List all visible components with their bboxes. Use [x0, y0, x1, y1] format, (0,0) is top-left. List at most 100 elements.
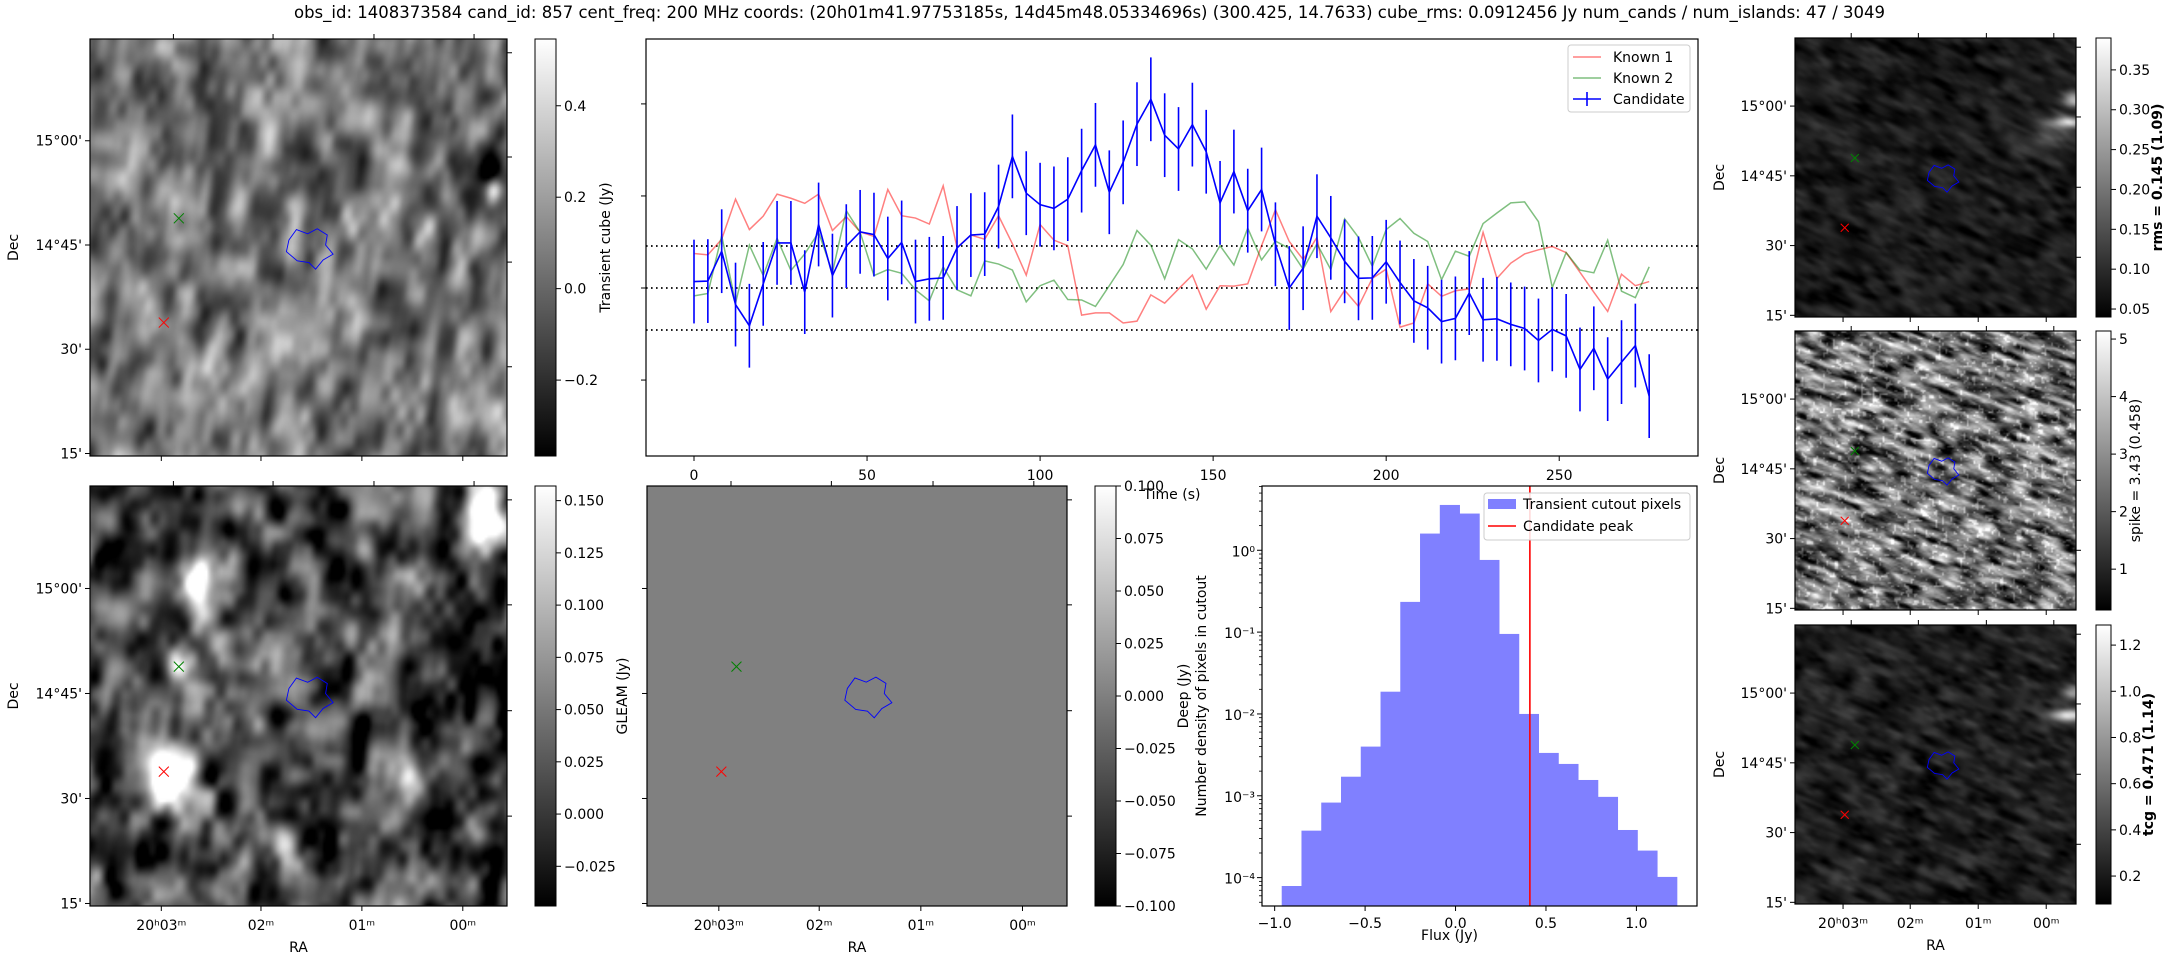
colorbar-tick-label: 0.10 [2119, 262, 2150, 278]
candidate-contour [285, 228, 334, 270]
transient-cube-image [90, 39, 507, 456]
dec-tick-label: 14°45' [1741, 756, 1787, 772]
legend-label: Transient cutout pixels [1522, 497, 1681, 513]
x-tick-label: 250 [1546, 468, 1573, 484]
dec-tick-label: 15°00' [1741, 99, 1787, 115]
gleam-image-frame [646, 485, 1068, 907]
spike-image-colorbar: 5 4 3 2 1 spike = 3.43 (0.458) [2095, 330, 2144, 611]
marker-stroke [1840, 223, 1850, 233]
colorbar-tick-label: 0.25 [2119, 143, 2150, 159]
colorbar-tick-label: −0.025 [1124, 742, 1176, 758]
colorbar-tick-label: 0.6 [2119, 777, 2141, 793]
legend-label: Candidate peak [1523, 519, 1634, 535]
tcg-image-axes: 15°00' 14°45' 30' 15' 20ʰ03ᵐ 02ᵐ 01ᵐ 00ᵐ RA Dec 1.… [1712, 620, 2157, 954]
marker-stroke [158, 766, 170, 777]
legend-frame [1567, 44, 1691, 113]
histogram-bar [1281, 885, 1302, 906]
colorbar-tick-label: 0.025 [564, 755, 604, 771]
colorbar-tick-label: 0.05 [2119, 302, 2150, 318]
histogram-bar [1617, 829, 1638, 906]
candidate-line [693, 97, 1650, 397]
marker-stroke [1840, 516, 1850, 526]
histogram-bar [1657, 876, 1678, 906]
colorbar-tick-label: 3 [2119, 447, 2128, 463]
dec-axis-label: Dec [1712, 751, 1728, 778]
light-curve-plot: 0 50 100 150 200 250 Time (s) Known 1 Known 2 Can… [641, 38, 1699, 503]
dec-tick-label: 15°00' [1741, 392, 1787, 408]
colorbar-tick-label: 5 [2119, 332, 2128, 348]
x-axis-label: Time (s) [1143, 487, 1201, 503]
histogram-bar [1459, 513, 1480, 906]
y-axis-label: Number density of pixels in cutout [1194, 575, 1210, 817]
deep-image-colorbar: 0.150 0.125 0.100 0.075 0.050 0.025 0.000 −0.02… [534, 485, 1192, 907]
tcg-image [1795, 625, 2076, 904]
dec-axis-label: Dec [6, 682, 22, 709]
colorbar-scale [2095, 330, 2112, 611]
colorbar-tick-label: 0.150 [564, 494, 604, 510]
colorbar-tick-label: 0.000 [1124, 689, 1164, 705]
colorbar-tick-label: 1.0 [2119, 684, 2141, 700]
known1-marker-icon [1840, 810, 1850, 820]
histogram-bar [1479, 559, 1500, 906]
ra-tick-label: 02ᵐ [806, 918, 833, 934]
ra-tick-label: 02ᵐ [248, 918, 275, 934]
dec-tick-label: 30' [60, 791, 82, 807]
ra-tick-label: 20ʰ03ᵐ [694, 918, 744, 934]
dec-tick-label: 30' [60, 342, 82, 358]
colorbar-tick-label: 0.000 [564, 807, 604, 823]
legend-label: Candidate [1613, 92, 1685, 108]
transient-cube-image-colorbar: 0.4 0.2 0.0 −0.2 Transient cube (Jy) [534, 38, 614, 457]
x-tick-label: −1.0 [1258, 916, 1292, 932]
spike-image [1795, 331, 2076, 610]
candidate-contour [1926, 164, 1960, 193]
y-tick-label: 10⁻¹ [1224, 626, 1255, 642]
marker-stroke [1840, 810, 1850, 820]
marker-stroke [1850, 740, 1860, 750]
colorbar-tick-label: 0.100 [564, 598, 604, 614]
dec-tick-label: 15' [60, 446, 82, 462]
colorbar-tick-label: −0.025 [564, 859, 616, 875]
colorbar-tick-label: 0.15 [2119, 222, 2150, 238]
known2-marker-icon [173, 212, 185, 224]
colorbar-tick-label: 0.0 [564, 282, 586, 298]
deep-image [90, 486, 507, 906]
colorbar-tick-label: −0.050 [1124, 794, 1176, 810]
x-tick-label: 50 [858, 468, 876, 484]
dec-axis-label: Dec [6, 234, 22, 261]
legend-label: Known 2 [1613, 71, 1673, 87]
x-axis-label: Flux (Jy) [1421, 928, 1478, 944]
tcg-image-colorbar: 1.2 1.0 0.8 0.6 0.4 0.2 tcg = 0.471 (1.14) [2095, 624, 2157, 905]
colorbar-label: tcg = 0.471 (1.14) [2141, 693, 2157, 836]
marker-stroke [158, 317, 170, 328]
dec-tick-label: 15' [1765, 601, 1787, 617]
histogram-bar [1360, 746, 1381, 906]
transient-cube-image-axes: 15°00' 14°45' 30' 15' Dec 0.4 0.2 0.0 −0.2 Transi… [6, 34, 614, 462]
known1-marker-icon [1840, 223, 1850, 233]
colorbar-scale [534, 38, 557, 457]
colorbar-tick-label: 0.35 [2119, 63, 2150, 79]
known1-line [693, 183, 1650, 329]
histogram-plot: −1.0 −0.5 0.0 0.5 1.0 10⁰ 10⁻¹ 10⁻² 10⁻³ 10⁻⁴ Flux… [1194, 485, 1698, 944]
histogram-legend: Transient cutout pixels Candidate peak [1483, 492, 1691, 541]
colorbar-label: rms = 0.145 (1.09) [2150, 104, 2166, 252]
ra-axis-label: RA [1926, 938, 1945, 954]
candidate-contour [1926, 457, 1960, 486]
histogram-bar [1321, 802, 1342, 906]
colorbar-tick-label: 0.4 [564, 99, 586, 115]
colorbar-tick-label: 0.20 [2119, 182, 2150, 198]
light-curve-background [646, 39, 1698, 456]
colorbar-tick-label: 0.100 [1124, 479, 1164, 495]
ra-tick-label: 00ᵐ [2033, 916, 2060, 932]
histogram-bar [1420, 533, 1441, 906]
ra-tick-label: 00ᵐ [1009, 918, 1036, 934]
dec-tick-label: 14°45' [36, 238, 82, 254]
histogram-bar [1499, 633, 1520, 906]
dec-axis-label: Dec [1712, 164, 1728, 191]
histogram-bar [1558, 763, 1579, 906]
histogram-frame [1261, 485, 1698, 907]
colorbar-tick-label: −0.075 [1124, 847, 1176, 863]
known2-marker-icon [731, 661, 742, 672]
ra-tick-label: 01ᵐ [1965, 916, 1992, 932]
x-tick-label: 100 [1027, 468, 1054, 484]
histogram-bar [1518, 713, 1540, 906]
